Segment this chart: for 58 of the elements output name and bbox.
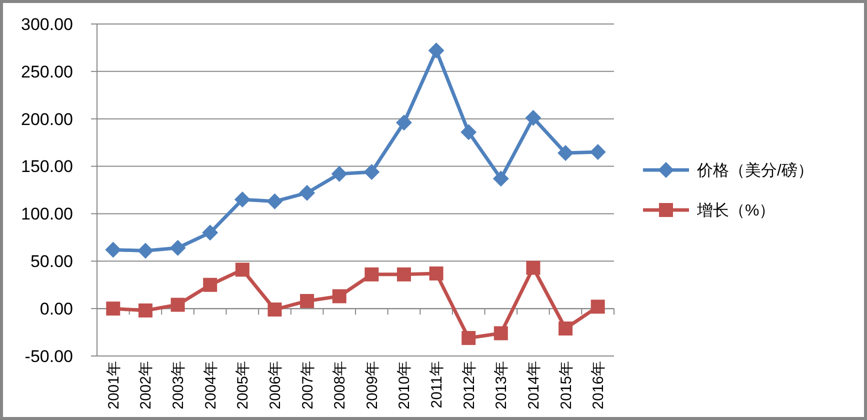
x-tick-label: 2009年 — [364, 361, 381, 410]
point — [396, 114, 412, 131]
point — [526, 260, 540, 275]
y-tick-label: 300.00 — [21, 14, 73, 34]
y-tick-label: 0.00 — [40, 300, 73, 319]
x-tick-label: 2012年 — [460, 361, 478, 410]
y-tick-label: 100.00 — [21, 204, 73, 224]
point — [590, 144, 606, 160]
point — [364, 164, 380, 180]
point — [525, 110, 542, 126]
point — [364, 267, 379, 282]
point — [138, 303, 152, 318]
x-tick-label: 2014年 — [525, 361, 542, 410]
point — [300, 294, 314, 308]
x-tick-label: 2005年 — [234, 361, 252, 410]
point — [105, 242, 122, 258]
point — [590, 300, 605, 314]
point — [558, 145, 574, 162]
point — [235, 262, 250, 277]
x-tick-label: 2004年 — [202, 361, 220, 410]
y-tick-label: 150.00 — [21, 157, 73, 176]
point — [558, 321, 573, 336]
point — [170, 240, 186, 256]
x-tick-label: 2003年 — [170, 361, 188, 410]
point — [429, 266, 444, 280]
x-tick-label: 2008年 — [332, 361, 349, 410]
point — [268, 302, 282, 317]
point — [462, 330, 476, 345]
legend-label: 增长（%） — [696, 202, 776, 220]
point — [234, 191, 250, 208]
x-tick-label: 2007年 — [299, 361, 316, 410]
x-tick-label: 2002年 — [138, 361, 155, 410]
point — [460, 124, 477, 140]
x-tick-label: 2006年 — [266, 361, 284, 410]
point — [106, 302, 120, 316]
legend-label: 价格（美分/磅） — [696, 162, 814, 180]
x-tick-label: 2011年 — [428, 361, 446, 408]
x-tick-label: 2016年 — [590, 361, 608, 410]
y-tick-label: 200.00 — [21, 110, 73, 129]
point — [494, 326, 508, 340]
point — [299, 184, 316, 201]
point — [332, 289, 346, 304]
point — [492, 170, 509, 187]
x-tick-label: 2013年 — [493, 361, 510, 410]
y-tick-label: 250.00 — [21, 62, 73, 82]
point — [137, 242, 154, 259]
y-tick-label: 50.00 — [30, 252, 73, 272]
point — [428, 42, 444, 59]
x-tick-label: 2001年 — [105, 361, 122, 410]
point — [202, 224, 218, 241]
point — [331, 166, 348, 182]
y-tick-label: -50.00 — [24, 346, 73, 366]
point — [396, 267, 411, 282]
point — [170, 298, 185, 312]
point — [266, 193, 283, 210]
x-tick-label: 2015年 — [558, 361, 575, 410]
x-tick-label: 2010年 — [396, 361, 414, 410]
point — [203, 278, 218, 292]
